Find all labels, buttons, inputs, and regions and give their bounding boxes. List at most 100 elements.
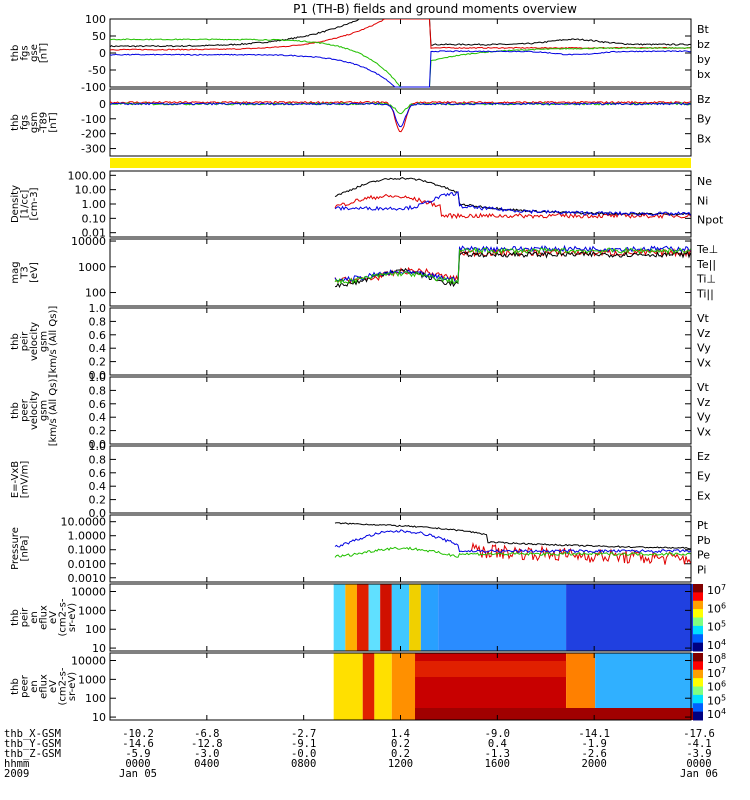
y-axis-label: (cm2-s- bbox=[58, 598, 69, 636]
y-axis-label: sr-eV) bbox=[67, 603, 78, 632]
y-tick-label: 0.4 bbox=[89, 480, 107, 493]
series-by bbox=[110, 38, 691, 88]
spec-band-9 bbox=[566, 584, 694, 651]
colorbar-segment bbox=[693, 625, 703, 635]
y-tick-label: 0.0010 bbox=[68, 572, 107, 585]
spec-band-1 bbox=[362, 653, 375, 720]
series-bx bbox=[110, 50, 691, 88]
series-bt bbox=[110, 19, 691, 48]
plot-title: P1 (TH-B) fields and ground moments over… bbox=[293, 2, 577, 16]
y-axis-label: peir bbox=[20, 331, 31, 351]
legend-entry: Ti|| bbox=[696, 287, 714, 300]
y-tick-label: 0.10 bbox=[82, 212, 107, 225]
colorbar-segment bbox=[693, 694, 703, 704]
colorbar-label: 107 bbox=[707, 666, 726, 680]
legend-entry: Ex bbox=[697, 489, 711, 502]
colorbar-segment bbox=[693, 617, 703, 627]
y-axis-label: gsm bbox=[39, 331, 50, 352]
series-npot bbox=[334, 191, 691, 217]
footer-value: 1.4 bbox=[391, 728, 410, 740]
legend-entry: Vt bbox=[697, 381, 710, 394]
footer-row-label: thb_Z-GSM bbox=[4, 748, 61, 760]
y-tick-label: 50 bbox=[92, 30, 106, 43]
y-axis-label: [eV] bbox=[29, 262, 40, 283]
legend-entry: Ni bbox=[697, 194, 708, 207]
footer-row-label: thb_X-GSM bbox=[4, 728, 61, 740]
colorbar-segment bbox=[693, 653, 703, 662]
series-tepar bbox=[334, 250, 691, 289]
spec-band-7 bbox=[420, 584, 439, 651]
panel-frame bbox=[109, 170, 692, 238]
colorbar-label: 105 bbox=[707, 620, 726, 634]
y-tick-label: 0.0 bbox=[89, 438, 107, 451]
legend-entry: Te|| bbox=[696, 258, 716, 271]
footer-value: Jan 06 bbox=[680, 768, 718, 780]
y-tick-label: 1000 bbox=[78, 261, 106, 274]
panel-flag bbox=[110, 158, 691, 168]
series-bx bbox=[110, 102, 691, 128]
y-tick-label: 0.6 bbox=[89, 329, 107, 342]
y-tick-label: 10.00 bbox=[75, 184, 107, 197]
y-axis-label: peer bbox=[20, 398, 31, 422]
legend-entry: Te⊥ bbox=[696, 243, 718, 256]
series-tipar bbox=[334, 246, 691, 285]
colorbar-segment bbox=[693, 634, 703, 644]
y-axis-label: [km/s (All Qs)] bbox=[48, 375, 59, 447]
colorbar-label: 105 bbox=[707, 693, 726, 707]
series-bx-path bbox=[110, 50, 691, 88]
panel-frame bbox=[109, 88, 692, 157]
footer-value: 0000 bbox=[686, 758, 711, 770]
series-pi-path bbox=[334, 529, 691, 554]
series-tiperp-path bbox=[334, 244, 691, 283]
spec-band-2 bbox=[356, 584, 369, 651]
y-tick-label: 100 bbox=[85, 623, 106, 636]
series-tiperp bbox=[334, 244, 691, 283]
colorbar-label: 106 bbox=[707, 680, 726, 694]
panel-peir_spec: 107 106 105 104 10000 1000 100 10 thbpeireneflux… bbox=[10, 583, 726, 655]
footer-value: 1200 bbox=[388, 758, 413, 770]
legend-entry: Pe bbox=[697, 549, 710, 562]
y-axis-label: fgs bbox=[20, 115, 31, 130]
spec-band-1 bbox=[345, 584, 357, 651]
y-tick-label: 0.8 bbox=[89, 315, 107, 328]
y-tick-label: -200 bbox=[81, 128, 106, 141]
colorbar-label: 104 bbox=[707, 707, 726, 721]
legend-entry: Pb bbox=[697, 534, 711, 547]
y-axis-label: thb bbox=[10, 333, 21, 350]
spec-band-8 bbox=[438, 584, 567, 651]
legend-entry: Bx bbox=[697, 132, 712, 145]
colorbar-label: 107 bbox=[707, 583, 726, 597]
footer-value: -14.1 bbox=[578, 728, 610, 740]
y-axis-label: T3 bbox=[20, 266, 31, 279]
series-pe-path bbox=[334, 546, 691, 558]
y-tick-label: 0.1000 bbox=[68, 544, 107, 557]
spec-band-3 bbox=[368, 584, 381, 651]
y-axis-label: -T89 bbox=[39, 112, 50, 134]
y-axis-label: eV bbox=[48, 680, 59, 693]
orbit-footer: thb_X-GSM -10.2 -6.8 -2.7 1.4 -9.0 -14.1 -17.6 t… bbox=[4, 728, 718, 780]
y-axis-label: thb bbox=[10, 678, 21, 695]
y-tick-label: 1.0000 bbox=[68, 530, 107, 543]
flag-bar bbox=[110, 158, 691, 168]
y-axis-label: peer bbox=[20, 674, 31, 698]
legend-entry: Bz bbox=[697, 93, 711, 106]
footer-value: 2000 bbox=[582, 758, 607, 770]
footer-value: -2.7 bbox=[291, 728, 316, 740]
legend-entry: Vx bbox=[697, 356, 712, 369]
y-tick-label: 100.00 bbox=[68, 169, 107, 182]
series-pt bbox=[334, 522, 691, 550]
footer-value: 0000 bbox=[125, 758, 150, 770]
colorbar-segment bbox=[693, 642, 703, 652]
y-tick-label: 1.0 bbox=[89, 440, 107, 453]
colorbar-segment bbox=[693, 711, 703, 721]
y-tick-label: 1.0 bbox=[89, 371, 107, 384]
panels-group: 100500-50-100thbfgsgse[nT]Btbzbybx0-100-… bbox=[10, 13, 726, 724]
y-tick-label: 0.0100 bbox=[68, 558, 107, 571]
legend-entry: Pi bbox=[697, 563, 706, 576]
y-tick-label: 0 bbox=[99, 98, 106, 111]
legend-entry: Bt bbox=[697, 23, 710, 36]
y-axis-label: eflux bbox=[39, 605, 50, 630]
